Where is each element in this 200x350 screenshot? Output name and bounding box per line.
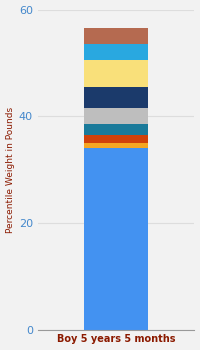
Bar	[84, 108, 148, 124]
Bar	[84, 148, 148, 330]
Bar	[84, 124, 148, 135]
Bar	[84, 44, 148, 60]
Bar	[84, 143, 148, 148]
Bar	[84, 87, 148, 108]
Bar	[84, 60, 148, 87]
Y-axis label: Percentile Weight in Pounds: Percentile Weight in Pounds	[6, 106, 15, 233]
Bar	[84, 28, 148, 44]
Bar	[84, 135, 148, 143]
